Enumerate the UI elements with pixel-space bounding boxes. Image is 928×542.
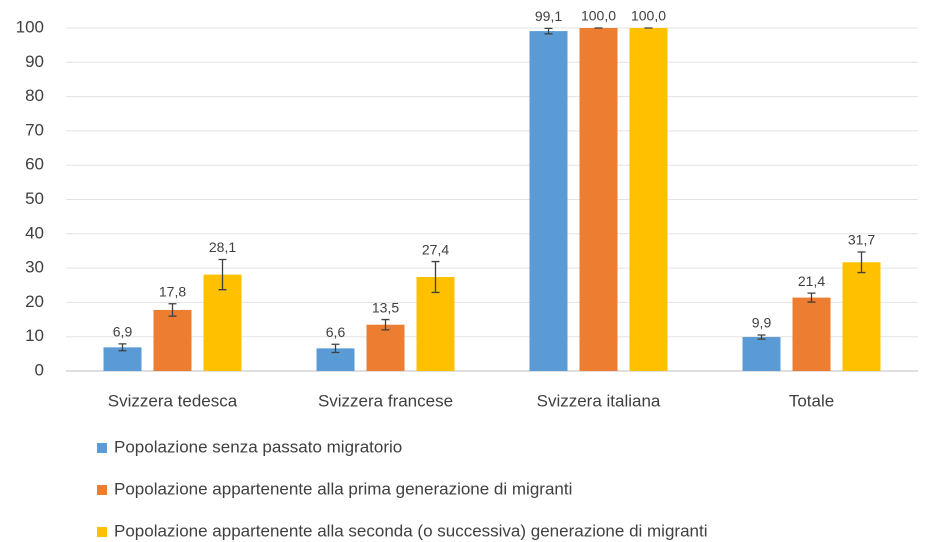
data-label: 6,9 [113,324,133,340]
bar [153,309,192,371]
error-bar [857,251,866,274]
data-label: 99,1 [535,8,562,24]
bar [792,297,831,371]
y-tick-label: 10 [25,326,44,345]
y-tick-label: 40 [25,223,44,242]
bar [629,28,668,371]
bar [316,348,355,371]
error-bar [381,318,390,331]
legend-label: Popolazione appartenente alla seconda (o… [114,521,707,540]
error-bar [757,334,766,340]
data-label: 17,8 [159,283,186,299]
x-tick-label: Svizzera tedesca [108,391,238,410]
x-tick-label: Svizzera italiana [537,391,661,410]
legend-swatch [97,527,107,537]
data-label: 31,7 [848,232,875,248]
error-bar [218,258,227,291]
bar [529,31,568,371]
error-bar [118,343,127,352]
data-label: 6,6 [326,324,346,340]
error-bar [431,260,440,294]
legend-swatch [97,443,107,453]
data-label: 9,9 [752,315,772,331]
bar [203,274,242,371]
y-tick-label: 30 [25,258,44,277]
legend-label: Popolazione senza passato migratorio [114,437,402,456]
y-tick-label: 60 [25,155,44,174]
data-label: 100,0 [581,8,616,24]
data-label: 13,5 [372,299,399,315]
bar [366,324,405,371]
x-tick-label: Svizzera francese [318,391,453,410]
y-tick-label: 100 [16,17,44,36]
legend-swatch [97,485,107,495]
data-label: 27,4 [422,241,449,257]
y-tick-label: 80 [25,86,44,105]
data-label: 100,0 [631,8,666,24]
y-tick-label: 70 [25,120,44,139]
error-bar [544,27,553,35]
bar [579,28,618,371]
y-tick-label: 0 [35,360,44,379]
x-tick-label: Totale [789,391,834,410]
data-label: 28,1 [209,239,236,255]
error-bar [168,303,177,317]
y-tick-label: 20 [25,292,44,311]
bar [842,262,881,371]
data-label: 21,4 [798,273,825,289]
error-bar [331,343,340,354]
legend-label: Popolazione appartenente alla prima gene… [114,479,572,498]
bar [742,337,781,371]
y-tick-label: 90 [25,52,44,71]
bar [103,347,142,371]
y-tick-label: 50 [25,189,44,208]
error-bar [807,292,816,303]
